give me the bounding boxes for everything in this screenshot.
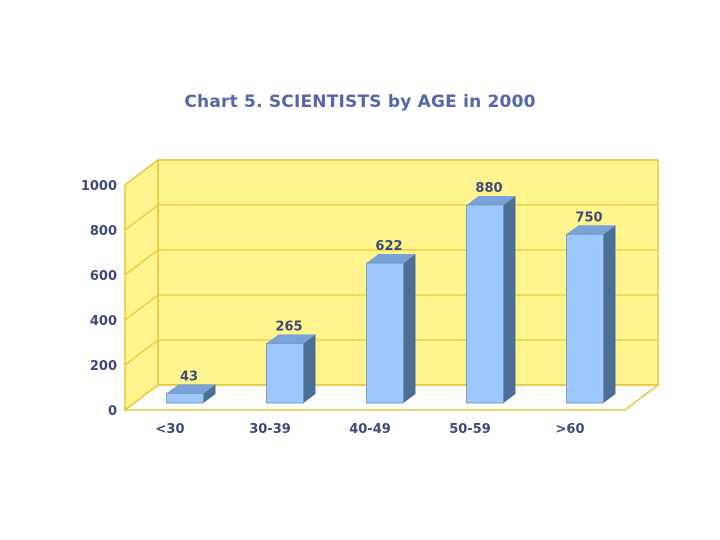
bar: [266, 342, 304, 404]
y-tick-label: 600: [90, 269, 117, 284]
gridline-side: [124, 204, 159, 231]
side-wall: [124, 158, 159, 412]
y-tick-label: 400: [90, 314, 117, 329]
y-tick-label: 1000: [81, 179, 117, 194]
bar-top: [566, 225, 616, 235]
bar-top: [466, 196, 516, 205]
y-tick-label: 800: [90, 224, 117, 239]
data-label: 622: [375, 239, 402, 254]
bar: [366, 262, 404, 404]
bar: [566, 233, 604, 404]
x-tick-label: 30-39: [249, 422, 291, 437]
bar-side: [203, 384, 216, 403]
bar: [466, 204, 504, 404]
gridline-side: [124, 249, 159, 276]
gridline-side: [124, 384, 159, 411]
x-tick-label: 50-59: [449, 422, 491, 437]
gridline-side: [124, 159, 159, 186]
data-label: 43: [180, 369, 198, 384]
gridline-side: [124, 339, 159, 366]
bar: [166, 392, 204, 404]
bar-top: [166, 384, 216, 394]
data-label: 880: [475, 181, 502, 196]
bar-side: [603, 225, 616, 403]
x-tick-label: 40-49: [349, 422, 391, 437]
bar-side: [303, 334, 316, 403]
x-tick-label: >60: [556, 422, 585, 437]
y-tick-label: 200: [90, 359, 117, 374]
bar-side: [403, 254, 416, 403]
chart-title: Chart 5. SCIENTISTS by AGE in 2000: [184, 92, 536, 112]
bar-side: [503, 196, 516, 403]
data-label: 750: [575, 210, 602, 225]
y-tick-label: 0: [108, 404, 117, 419]
data-label: 265: [275, 319, 302, 334]
bar-top: [366, 254, 416, 264]
gridline-side: [124, 294, 159, 321]
bar-top: [266, 334, 316, 344]
x-tick-label: <30: [156, 422, 185, 437]
